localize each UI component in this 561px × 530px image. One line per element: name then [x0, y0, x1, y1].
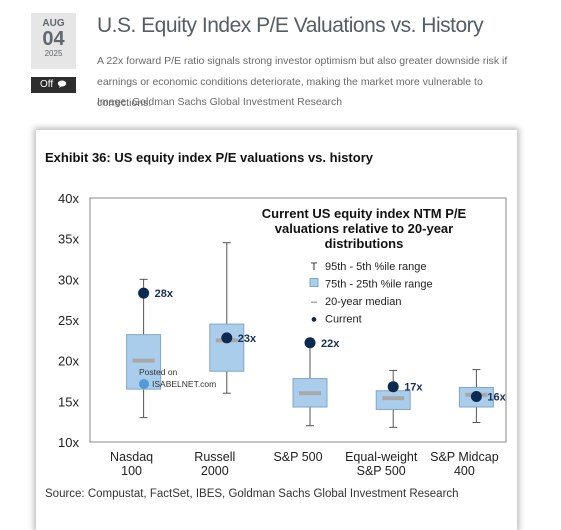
- chart-title-line: distributions: [325, 236, 404, 251]
- category-label: Russell: [194, 450, 235, 464]
- speech-bubble-icon: [57, 80, 67, 88]
- chart-title-line: Current US equity index NTM P/E: [262, 206, 467, 221]
- legend-whisker-symbol: T: [311, 261, 318, 273]
- exhibit-card: Exhibit 36: US equity index P/E valuatio…: [36, 130, 517, 530]
- legend-label: 95th - 5th %ile range: [325, 261, 427, 273]
- legend-dot-symbol: ●: [311, 314, 318, 326]
- current-value-label: 17x: [404, 382, 423, 394]
- comments-link[interactable]: Off: [31, 77, 76, 93]
- current-dot: [138, 287, 150, 299]
- isabelnet-logo-icon: [139, 379, 149, 389]
- current-value-label: 28x: [155, 288, 174, 300]
- watermark-text: Posted on: [139, 367, 178, 377]
- y-tick-label: 30x: [58, 272, 79, 287]
- category-label: 100: [121, 464, 142, 475]
- post-date-day: 04: [42, 28, 65, 50]
- category-label: Equal-weight: [345, 450, 418, 464]
- category-label: Nasdaq: [110, 450, 153, 464]
- image-credit: Image: Goldman Sachs Global Investment R…: [97, 96, 343, 108]
- current-dot: [387, 381, 399, 393]
- y-tick-label: 40x: [58, 191, 79, 206]
- legend-median-symbol: –: [311, 296, 318, 308]
- y-tick-label: 15x: [58, 394, 79, 409]
- category-label: S&P 500: [357, 464, 406, 475]
- exhibit-title: Exhibit 36: US equity index P/E valuatio…: [45, 150, 373, 165]
- exhibit-source: Source: Compustat, FactSet, IBES, Goldma…: [45, 488, 459, 500]
- legend-box-swatch: [309, 278, 319, 287]
- watermark-site: ISABELNET.com: [152, 379, 216, 389]
- y-tick-label: 25x: [58, 313, 79, 328]
- current-dot: [304, 337, 316, 349]
- category-label: S&P 500: [273, 450, 322, 464]
- y-tick-label: 35x: [58, 232, 79, 247]
- post-date-year: 2025: [44, 49, 63, 58]
- current-value-label: 23x: [238, 333, 257, 345]
- comments-label: Off: [40, 79, 54, 90]
- legend-label: Current: [325, 314, 362, 326]
- category-label: S&P Midcap: [430, 450, 499, 464]
- y-tick-label: 20x: [58, 354, 79, 369]
- plot-frame: [89, 197, 507, 443]
- legend-label: 75th - 25th %ile range: [325, 279, 433, 291]
- category-label: 2000: [201, 464, 229, 475]
- post-title[interactable]: U.S. Equity Index P/E Valuations vs. His…: [97, 14, 484, 37]
- category-label: 400: [454, 464, 475, 475]
- y-tick-label: 10x: [58, 435, 79, 450]
- current-value-label: 16x: [487, 391, 506, 403]
- iqr-box: [209, 323, 245, 372]
- post-date: AUG 04 2025: [31, 13, 76, 69]
- chart-title-line: valuations relative to 20-year: [275, 221, 453, 236]
- legend-label: 20-year median: [325, 296, 401, 308]
- post-description: A 22x forward P/E ratio signals strong i…: [97, 55, 508, 109]
- post-date-month: AUG: [42, 18, 65, 29]
- current-dot: [470, 390, 482, 402]
- current-value-label: 22x: [321, 338, 340, 350]
- current-dot: [221, 332, 233, 344]
